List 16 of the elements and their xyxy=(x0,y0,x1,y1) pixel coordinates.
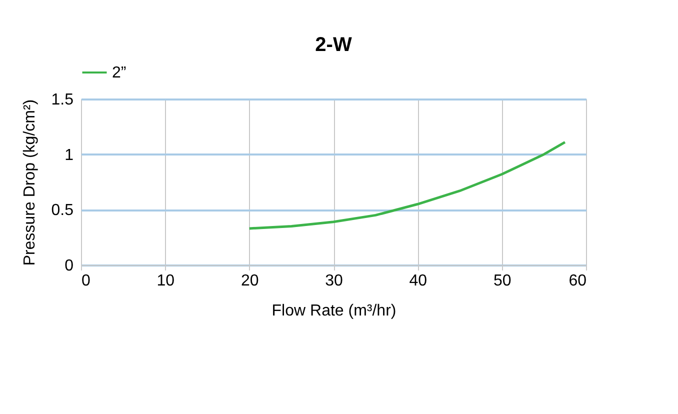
x-tick-label: 20 xyxy=(240,272,259,290)
y-tick-label: 1 xyxy=(64,146,74,164)
x-axis-title: Flow Rate (m³/hr) xyxy=(272,302,396,320)
x-tick-label: 0 xyxy=(82,272,90,290)
x-tick-label: 60 xyxy=(568,272,587,290)
y-tick-label: 0 xyxy=(64,258,74,274)
x-tick-label: 10 xyxy=(156,272,175,290)
x-tick-label: 40 xyxy=(409,272,428,290)
y-tick-label: 0.5 xyxy=(51,202,74,220)
y-axis-title: Pressure Drop (kg/cm²) xyxy=(21,99,38,266)
y-tick-label: 1.5 xyxy=(51,92,74,108)
line-series xyxy=(248,140,566,230)
chart-title: 2-W xyxy=(315,34,352,56)
x-tick-label: 50 xyxy=(493,272,512,290)
legend-label: 2” xyxy=(112,64,126,82)
x-tick-label: 30 xyxy=(325,272,343,290)
